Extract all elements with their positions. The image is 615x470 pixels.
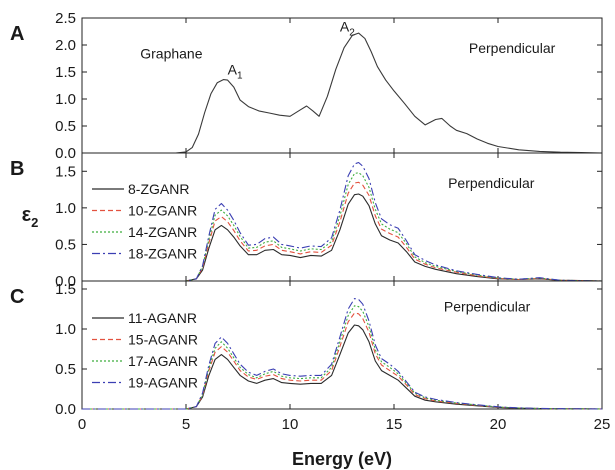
annotation-subscript: 1 (237, 71, 243, 82)
annotation-text: Perpendicular (448, 175, 535, 191)
annotation: Perpendicular (444, 298, 531, 314)
legend-label: 19-AGANR (128, 375, 198, 391)
y-tick-label: 1.0 (55, 200, 76, 217)
series-line-10-zganr (82, 181, 603, 282)
x-axis-label: Energy (eV) (292, 449, 392, 469)
annotation-text: Graphane (140, 46, 202, 62)
y-tick-label: 0.5 (55, 361, 76, 378)
legend: 8-ZGANR 10-ZGANR 14-ZGANR 18-ZGANR (92, 181, 197, 262)
series-line-15-aganr (82, 312, 603, 410)
panels-group: 0.00.51.01.52.02.5AGraphaneA1A2Perpendic… (10, 10, 610, 433)
y-tick-label: 2.0 (55, 37, 76, 54)
y-tick-label: 0.0 (55, 145, 76, 162)
legend-label: 11-AGANR (128, 310, 197, 326)
y-tick-label: 2.5 (55, 10, 76, 27)
legend: 11-AGANR 15-AGANR 17-AGANR 19-AGANR (92, 310, 198, 391)
panel-letter: A (10, 23, 24, 45)
y-tick-label: 1.0 (55, 91, 76, 108)
y-axis-label-sub: 2 (31, 215, 38, 230)
y-axis-label: ε2 (22, 204, 39, 230)
legend-label: 15-AGANR (128, 332, 198, 348)
annotation: A1 (228, 62, 243, 82)
y-tick-label: 0.5 (55, 118, 76, 135)
legend-label: 8-ZGANR (128, 181, 189, 197)
y-tick-label: 1.5 (55, 64, 76, 81)
annotation-text: A (340, 19, 350, 35)
x-tick-label: 0 (78, 416, 86, 433)
series-line-19-aganr (82, 298, 603, 410)
series-line-11-aganr (82, 324, 603, 410)
legend-label: 17-AGANR (128, 353, 198, 369)
series-line-18-zganr (82, 161, 603, 282)
panel-frame (81, 280, 603, 410)
annotation: Perpendicular (448, 175, 535, 191)
y-tick-label: 0.0 (55, 401, 76, 418)
annotation-text: Perpendicular (469, 40, 556, 56)
x-tick-label: 5 (182, 416, 190, 433)
annotation: Graphane (140, 46, 202, 62)
x-tick-label: 20 (490, 416, 507, 433)
y-axis-label-main: ε (22, 204, 32, 226)
y-tick-label: 1.5 (55, 281, 76, 298)
annotation-text: Perpendicular (444, 298, 531, 314)
y-tick-label: 1.5 (55, 163, 76, 180)
y-tick-label: 1.0 (55, 321, 76, 338)
legend-label: 10-ZGANR (128, 203, 197, 219)
y-tick-label: 0.5 (55, 236, 76, 253)
panel-c: 0.00.51.01.50 5 10 15 20 25C11-AGANR15-AGANR1… (10, 280, 611, 433)
series-line-graphane (82, 32, 603, 154)
annotation: A2 (340, 19, 355, 39)
panel-a: 0.00.51.01.52.02.5AGraphaneA1A2Perpendic… (10, 10, 603, 162)
series-line-8-zganr (82, 193, 603, 282)
panel-letter: C (10, 286, 24, 308)
series-line-17-aganr (82, 305, 603, 410)
annotation-text: A (228, 62, 238, 78)
annotation-subscript: 2 (349, 28, 355, 39)
y-tick-label: 0.0 (55, 273, 76, 290)
legend-label: 14-ZGANR (128, 224, 197, 240)
x-tick-label: 25 (594, 416, 611, 433)
series-line-14-zganr (82, 172, 603, 282)
legend-label: 18-ZGANR (128, 246, 197, 262)
panel-letter: B (10, 158, 24, 180)
panel-frame (81, 17, 603, 154)
x-tick-label: 15 (386, 416, 403, 433)
panel-b: 0.0 0.5 1.0 1.5 B 8-ZGANR 10-ZGANR 14-ZGANR 18-Z… (10, 152, 603, 290)
annotation: Perpendicular (469, 40, 556, 56)
x-tick-label: 10 (282, 416, 299, 433)
